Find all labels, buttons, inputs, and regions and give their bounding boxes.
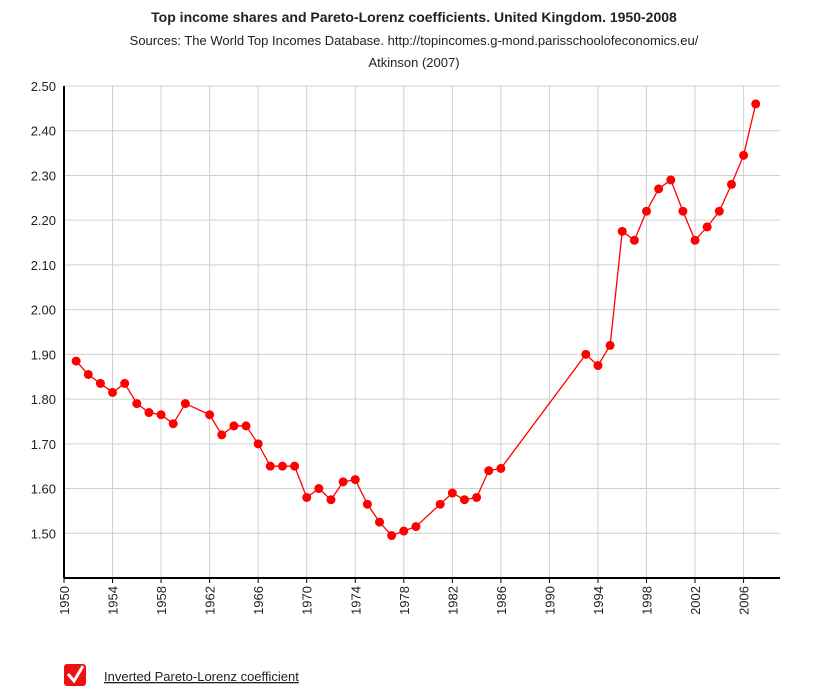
- data-point: [751, 99, 761, 109]
- data-point: [605, 340, 615, 350]
- data-point: [593, 361, 603, 371]
- y-tick-label: 2.00: [31, 303, 56, 318]
- y-tick-label: 1.50: [31, 526, 56, 541]
- data-point: [666, 175, 676, 185]
- data-point: [144, 408, 154, 418]
- x-tick-label: 1950: [57, 586, 72, 615]
- y-tick-label: 2.20: [31, 213, 56, 228]
- legend-label[interactable]: Inverted Pareto-Lorenz coefficient: [104, 669, 299, 684]
- y-tick-label: 1.90: [31, 347, 56, 362]
- data-point: [265, 461, 275, 471]
- data-point: [617, 226, 627, 236]
- y-tick-label: 1.80: [31, 392, 56, 407]
- data-point: [714, 206, 724, 216]
- y-tick-label: 2.10: [31, 258, 56, 273]
- chart-subtitle: Sources: The World Top Incomes Database.…: [130, 33, 699, 48]
- data-point: [95, 378, 105, 388]
- x-tick-label: 1974: [348, 586, 363, 615]
- data-point: [387, 531, 397, 541]
- chart-subtitle: Atkinson (2007): [368, 55, 459, 70]
- x-tick-label: 1986: [494, 586, 509, 615]
- data-point: [447, 488, 457, 498]
- data-point: [168, 419, 178, 429]
- chart-title: Top income shares and Pareto-Lorenz coef…: [151, 9, 677, 25]
- data-point: [678, 206, 688, 216]
- data-point: [326, 495, 336, 505]
- x-tick-label: 1982: [445, 586, 460, 615]
- data-point: [314, 484, 324, 494]
- data-point: [642, 206, 652, 216]
- x-tick-label: 1966: [251, 586, 266, 615]
- check-icon: [66, 665, 85, 684]
- data-point: [690, 235, 700, 245]
- data-point: [83, 369, 93, 379]
- data-point: [290, 461, 300, 471]
- data-point: [205, 410, 215, 420]
- y-tick-label: 2.50: [31, 79, 56, 94]
- data-point: [156, 410, 166, 420]
- data-point: [302, 492, 312, 502]
- x-tick-label: 2002: [688, 586, 703, 615]
- data-point: [350, 475, 360, 485]
- x-tick-label: 2006: [737, 586, 752, 615]
- x-tick-label: 1970: [300, 586, 315, 615]
- data-point: [496, 463, 506, 473]
- data-point: [217, 430, 227, 440]
- data-point: [132, 399, 142, 409]
- data-point: [739, 150, 749, 160]
- data-point: [108, 387, 118, 397]
- x-tick-label: 1990: [542, 586, 557, 615]
- data-point: [253, 439, 263, 449]
- data-point: [726, 179, 736, 189]
- data-point: [180, 399, 190, 409]
- x-tick-label: 1994: [591, 586, 606, 615]
- data-point: [484, 466, 494, 476]
- x-tick-label: 1998: [640, 586, 655, 615]
- data-point: [411, 522, 421, 532]
- x-tick-label: 1954: [106, 586, 121, 615]
- data-point: [375, 517, 385, 527]
- data-point: [399, 526, 409, 536]
- data-point: [472, 492, 482, 502]
- y-tick-label: 1.60: [31, 482, 56, 497]
- data-point: [277, 461, 287, 471]
- data-point: [338, 477, 348, 487]
- data-point: [71, 356, 81, 366]
- data-point: [241, 421, 251, 431]
- y-tick-label: 2.40: [31, 124, 56, 139]
- x-tick-label: 1962: [203, 586, 218, 615]
- x-tick-label: 1978: [397, 586, 412, 615]
- y-tick-label: 2.30: [31, 168, 56, 183]
- data-point: [435, 499, 445, 509]
- y-tick-label: 1.70: [31, 437, 56, 452]
- legend[interactable]: Inverted Pareto-Lorenz coefficient: [64, 664, 299, 686]
- data-point: [362, 499, 372, 509]
- x-tick-label: 1958: [154, 586, 169, 615]
- data-point: [702, 222, 712, 232]
- data-point: [581, 349, 591, 359]
- data-point: [629, 235, 639, 245]
- data-point: [229, 421, 239, 431]
- data-point: [459, 495, 469, 505]
- data-point: [120, 378, 130, 388]
- series-line: [75, 103, 757, 537]
- data-point: [654, 184, 664, 194]
